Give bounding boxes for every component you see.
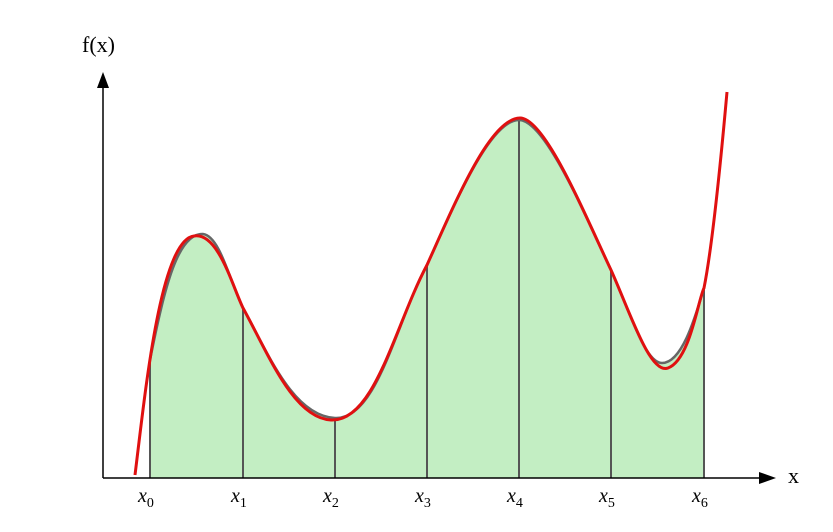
node-label-x3: x3 [414,485,431,511]
axes [102,86,762,479]
node-label-x5: x5 [598,485,615,511]
node-label-x6: x6 [691,485,708,511]
y-axis-label: f(x) [82,32,115,57]
interpolating-polynomial-curve [133,91,729,476]
x-axis-arrowhead [759,472,776,484]
node-label-x5-sub: 5 [608,496,615,511]
node-label-x4-base: x [506,485,516,507]
node-label-x2: x2 [322,485,339,511]
node-label-x5-base: x [598,485,608,507]
node-label-x0: x0 [137,485,154,511]
node-label-x2-base: x [322,485,332,507]
node-label-x4: x4 [506,485,523,511]
node-lines [149,120,705,478]
y-axis-arrowhead [97,72,109,88]
node-label-x6-base: x [691,485,701,507]
node-label-x1-sub: 1 [240,496,247,511]
node-label-x0-base: x [137,485,147,507]
node-label-x2-sub: 2 [332,496,339,511]
node-labels: x0 x1 x2 x3 x4 x5 x6 [137,485,708,511]
x-axis-label: x [788,463,799,488]
node-label-x6-sub: 6 [701,496,708,511]
node-label-x1-base: x [230,485,240,507]
node-label-x3-base: x [414,485,424,507]
node-label-x3-sub: 3 [424,496,431,511]
node-label-x4-sub: 4 [516,496,523,511]
node-label-x1: x1 [230,485,247,511]
node-label-x0-sub: 0 [147,496,154,511]
